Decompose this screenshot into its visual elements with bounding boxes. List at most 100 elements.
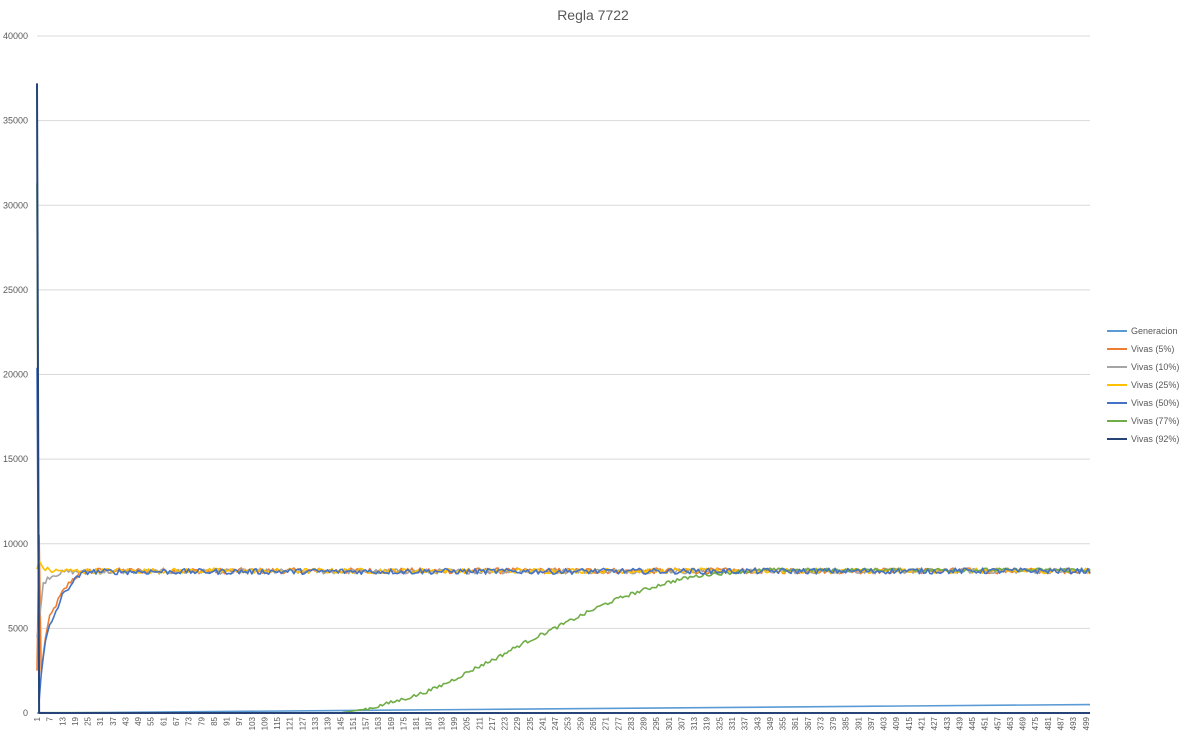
x-tick-label: 145: [336, 716, 345, 730]
legend-item: Vivas (5%): [1107, 340, 1186, 358]
x-tick-label: 229: [513, 716, 522, 730]
x-tick-label: 331: [728, 716, 737, 730]
x-tick-label: 271: [602, 716, 611, 730]
x-tick-label: 457: [993, 716, 1002, 730]
x-tick-label: 463: [1006, 716, 1015, 730]
x-tick-label: 355: [779, 716, 788, 730]
legend-item: Vivas (77%): [1107, 412, 1186, 430]
x-tick-label: 259: [576, 716, 585, 730]
x-tick-label: 103: [248, 716, 257, 730]
x-tick-label: 235: [526, 716, 535, 730]
x-tick-label: 211: [475, 716, 484, 729]
x-tick-label: 205: [463, 716, 472, 730]
legend-swatch: [1107, 384, 1127, 386]
x-tick-label: 193: [437, 716, 446, 730]
x-tick-label: 289: [640, 716, 649, 730]
x-tick-label: 253: [564, 716, 573, 730]
series-line-vivas-50: [36, 367, 1091, 702]
x-tick-label: 199: [450, 716, 459, 730]
y-tick-labels: 0 5000 10000 15000 20000 25000 30000 35000 40000: [3, 31, 28, 718]
y-tick-label: 10000: [3, 539, 28, 549]
x-tick-label: 361: [791, 716, 800, 730]
x-tick-label: 499: [1082, 716, 1091, 730]
x-tick-label: 343: [753, 716, 762, 730]
x-tick-label: 163: [374, 716, 383, 730]
x-tick-label: 85: [210, 716, 219, 725]
x-tick-label: 265: [589, 716, 598, 730]
x-tick-label: 427: [930, 716, 939, 730]
x-tick-label: 403: [880, 716, 889, 730]
x-tick-label: 481: [1044, 716, 1053, 730]
x-tick-label: 25: [84, 716, 93, 725]
x-tick-label: 91: [223, 716, 232, 725]
x-tick-label: 295: [652, 716, 661, 730]
x-tick-label: 55: [147, 716, 156, 725]
legend-item: Vivas (25%): [1107, 376, 1186, 394]
legend-swatch: [1107, 366, 1127, 368]
series-line-vivas-5: [36, 534, 1091, 675]
x-tick-label: 31: [96, 716, 105, 725]
legend-item: Generacion: [1107, 322, 1186, 340]
legend-label: Generacion: [1131, 326, 1178, 336]
x-tick-label: 121: [286, 716, 295, 730]
x-tick-label: 97: [235, 716, 244, 725]
y-tick-label: 25000: [3, 285, 28, 295]
x-tick-label: 151: [349, 716, 358, 730]
x-tick-label: 175: [399, 716, 408, 730]
series-line-generacion: [36, 703, 1091, 714]
legend-label: Vivas (77%): [1131, 416, 1180, 426]
x-tick-label: 301: [665, 716, 674, 730]
x-tick-label: 37: [109, 716, 118, 725]
x-tick-label: 169: [387, 716, 396, 730]
x-tick-label: 109: [260, 716, 269, 730]
x-tick-label: 127: [298, 716, 307, 730]
x-tick-label: 367: [804, 716, 813, 730]
x-tick-label: 445: [968, 716, 977, 730]
x-tick-label: 115: [273, 716, 282, 729]
x-tick-label: 241: [538, 716, 547, 730]
y-tick-label: 0: [23, 708, 28, 718]
x-tick-label: 79: [197, 716, 206, 725]
x-tick-label: 157: [362, 716, 371, 730]
y-tick-label: 15000: [3, 454, 28, 464]
x-tick-label: 49: [134, 716, 143, 725]
x-tick-label: 439: [955, 716, 964, 730]
legend-swatch: [1107, 420, 1127, 422]
gridlines: [37, 35, 1090, 629]
x-tick-label: 319: [703, 716, 712, 730]
series-lines: [36, 83, 1091, 714]
legend-label: Vivas (10%): [1131, 362, 1180, 372]
legend-label: Vivas (50%): [1131, 398, 1180, 408]
legend-label: Vivas (92%): [1131, 434, 1180, 444]
series-line-vivas-77: [36, 183, 1091, 714]
x-tick-label: 475: [1031, 716, 1040, 730]
y-tick-label: 30000: [3, 200, 28, 210]
x-tick-label: 415: [905, 716, 914, 730]
x-tick-label: 283: [627, 716, 636, 730]
legend-item: Vivas (10%): [1107, 358, 1186, 376]
x-tick-label: 391: [854, 716, 863, 730]
legend-swatch: [1107, 330, 1127, 332]
x-tick-label: 61: [159, 716, 168, 725]
y-tick-label: 35000: [3, 116, 28, 126]
x-tick-label: 43: [121, 716, 130, 725]
legend-swatch: [1107, 348, 1127, 350]
legend-swatch: [1107, 438, 1127, 440]
x-tick-label: 325: [715, 716, 724, 730]
x-tick-label: 373: [816, 716, 825, 730]
x-tick-label: 217: [488, 716, 497, 730]
x-tick-labels: 1 7 13 19 25 31 37 43 49 55 61 67 73 79 85 91 97 103 109 11…: [33, 716, 1091, 730]
x-tick-label: 13: [58, 716, 67, 725]
x-tick-label: 223: [501, 716, 510, 730]
x-tick-label: 433: [943, 716, 952, 730]
x-tick-label: 349: [766, 716, 775, 730]
x-tick-label: 307: [677, 716, 686, 730]
x-tick-label: 451: [981, 716, 990, 730]
y-tick-label: 40000: [3, 31, 28, 41]
chart-title: Regla 7722: [557, 7, 629, 23]
x-tick-label: 187: [425, 716, 434, 730]
x-tick-label: 487: [1057, 716, 1066, 730]
y-tick-label: 5000: [8, 623, 28, 633]
x-tick-label: 247: [551, 716, 560, 730]
